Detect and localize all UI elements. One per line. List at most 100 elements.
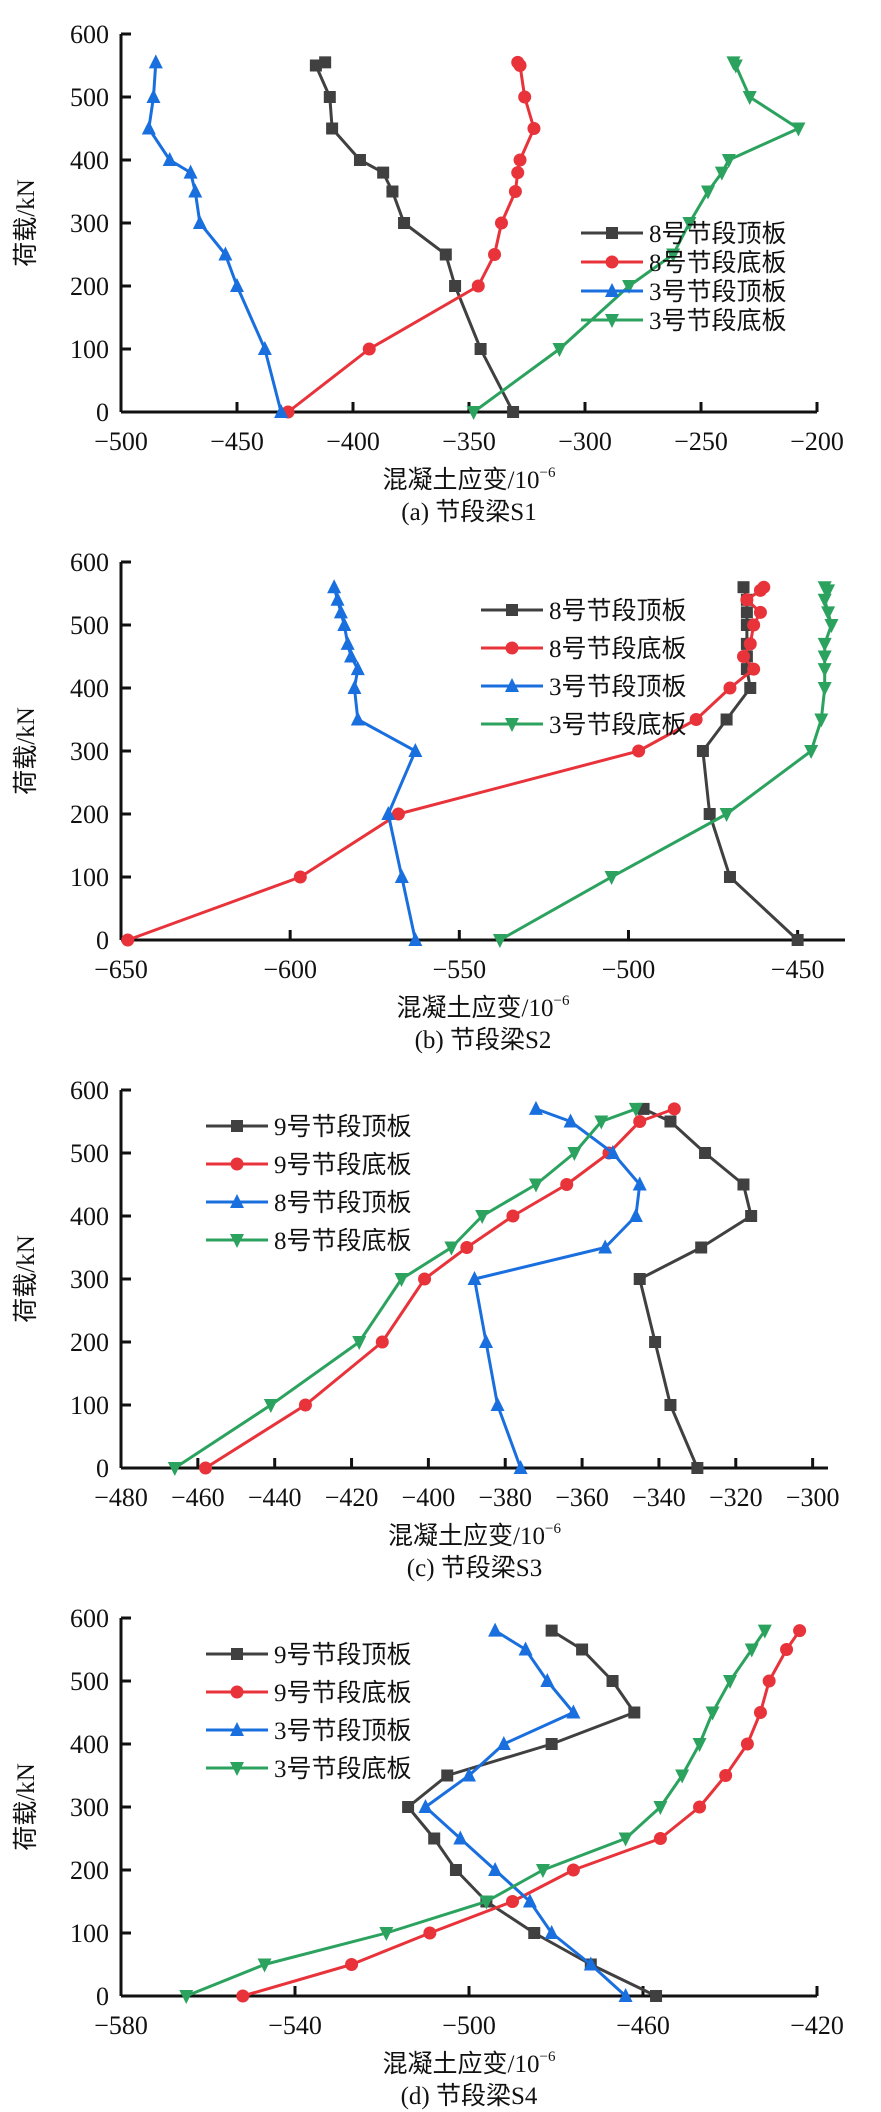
marker-triangle-up [350, 661, 365, 676]
x-tick-label: −380 [478, 1483, 532, 1512]
marker-triangle-down [618, 1832, 633, 1847]
marker-triangle-up [344, 648, 359, 663]
marker-triangle-down [719, 808, 734, 822]
x-tick-label: −580 [94, 2011, 148, 2040]
chart-caption: (b) 节段梁S2 [415, 1026, 552, 1054]
y-tick-label: 200 [70, 800, 109, 829]
y-tick-label: 0 [96, 398, 109, 427]
legend-label: 8号节段底板 [274, 1227, 412, 1255]
marker-triangle-up [598, 1239, 613, 1254]
marker-triangle-down [824, 619, 839, 633]
legend-label: 9号节段底板 [274, 1679, 412, 1707]
series-line [314, 60, 515, 413]
marker-triangle-up [230, 278, 244, 292]
x-tick-label: −300 [558, 427, 612, 456]
legend: 9号节段顶板 9号节段底板 8号节段顶板 8号节段底板 [206, 1113, 412, 1255]
marker-circle [513, 153, 527, 167]
marker-circle [362, 342, 376, 356]
series-line [147, 62, 283, 413]
marker-square [323, 91, 336, 103]
marker-triangle-up [274, 404, 289, 418]
marker-triangle-up [408, 743, 423, 757]
legend: 9号节段顶板 9号节段底板 3号节段顶板 3号节段底板 [206, 1641, 412, 1783]
series-line [473, 1107, 642, 1469]
marker-triangle-down [444, 1241, 459, 1256]
x-tick-label: −440 [248, 1483, 302, 1512]
marker-triangle-down [821, 606, 836, 621]
marker-triangle-up [183, 164, 198, 179]
y-tick-label: 400 [70, 1202, 109, 1231]
legend: 8号节段顶板 8号节段底板 3号节段顶板 3号节段底板 [481, 597, 687, 739]
marker-triangle-up [394, 869, 409, 883]
x-tick-label: −420 [325, 1483, 379, 1512]
marker-square [319, 56, 332, 69]
chart-caption: (d) 节段梁S4 [401, 2082, 538, 2110]
marker-square [428, 1832, 441, 1845]
x-axis-label: 混凝土应变/10−6 [397, 993, 570, 1022]
marker-circle [230, 1685, 244, 1699]
marker-triangle-down [723, 1675, 737, 1689]
marker-square [231, 1648, 243, 1660]
series-square [633, 1102, 758, 1474]
marker-triangle-down [742, 91, 757, 105]
marker-circle [391, 807, 405, 821]
x-tick-label: −460 [616, 2011, 670, 2040]
y-tick-label: 100 [70, 863, 109, 892]
y-tick-label: 300 [70, 1793, 109, 1822]
marker-square [449, 280, 462, 292]
x-tick-label: −450 [210, 427, 264, 456]
marker-circle [753, 605, 767, 619]
legend-label: 9号节段顶板 [274, 1113, 412, 1141]
legend-item: 9号节段顶板 [206, 1113, 412, 1141]
marker-circle [693, 1800, 707, 1814]
marker-circle [488, 248, 502, 261]
legend-item: 8号节段顶板 [206, 1189, 412, 1217]
legend-label: 3号节段顶板 [549, 673, 687, 701]
marker-square [744, 682, 757, 694]
x-tick-label: −500 [94, 427, 148, 456]
marker-triangle-up [467, 1271, 482, 1285]
marker-triangle-up [192, 215, 207, 229]
marker-triangle-up [218, 246, 233, 261]
marker-triangle-up [188, 183, 203, 198]
legend-label: 8号节段顶板 [274, 1189, 412, 1217]
legend-item: 3号节段底板 [481, 711, 687, 739]
legend-item: 8号节段顶板 [481, 597, 687, 625]
marker-circle [667, 1102, 681, 1116]
marker-square [326, 122, 339, 135]
marker-triangle-up [628, 1208, 643, 1222]
marker-square [737, 581, 750, 594]
marker-triangle-up [408, 932, 423, 946]
legend-item: 9号节段顶板 [206, 1641, 412, 1669]
y-tick-label: 600 [70, 1604, 109, 1633]
marker-square [398, 217, 411, 229]
marker-triangle-up [381, 806, 396, 820]
series-square [309, 56, 520, 418]
marker-triangle-down [744, 1643, 759, 1658]
series-square [402, 1624, 663, 2002]
marker-triangle-down [505, 718, 519, 732]
marker-square [231, 1120, 243, 1132]
marker-triangle-down [653, 1801, 668, 1815]
chart-caption: (a) 节段梁S1 [401, 498, 536, 526]
y-tick-label: 400 [70, 674, 109, 703]
marker-triangle-down [721, 154, 736, 168]
legend-item: 8号节段底板 [581, 249, 787, 277]
marker-triangle-up [257, 341, 272, 355]
marker-square [441, 1769, 454, 1782]
marker-circle [518, 90, 532, 104]
marker-circle [743, 637, 757, 651]
marker-triangle-up [488, 1622, 503, 1637]
marker-triangle-up [327, 579, 342, 594]
marker-circle [560, 1178, 574, 1191]
series-triangle-up [141, 54, 289, 418]
y-tick-label: 400 [70, 1730, 109, 1759]
series-triangle-up [418, 1622, 633, 2002]
marker-triangle-down [814, 713, 829, 728]
y-tick-label: 100 [70, 1919, 109, 1948]
marker-triangle-up [479, 1334, 494, 1348]
marker-circle [418, 1272, 432, 1286]
marker-square [720, 713, 733, 726]
marker-square [545, 1738, 558, 1750]
marker-triangle-down [230, 1234, 244, 1248]
